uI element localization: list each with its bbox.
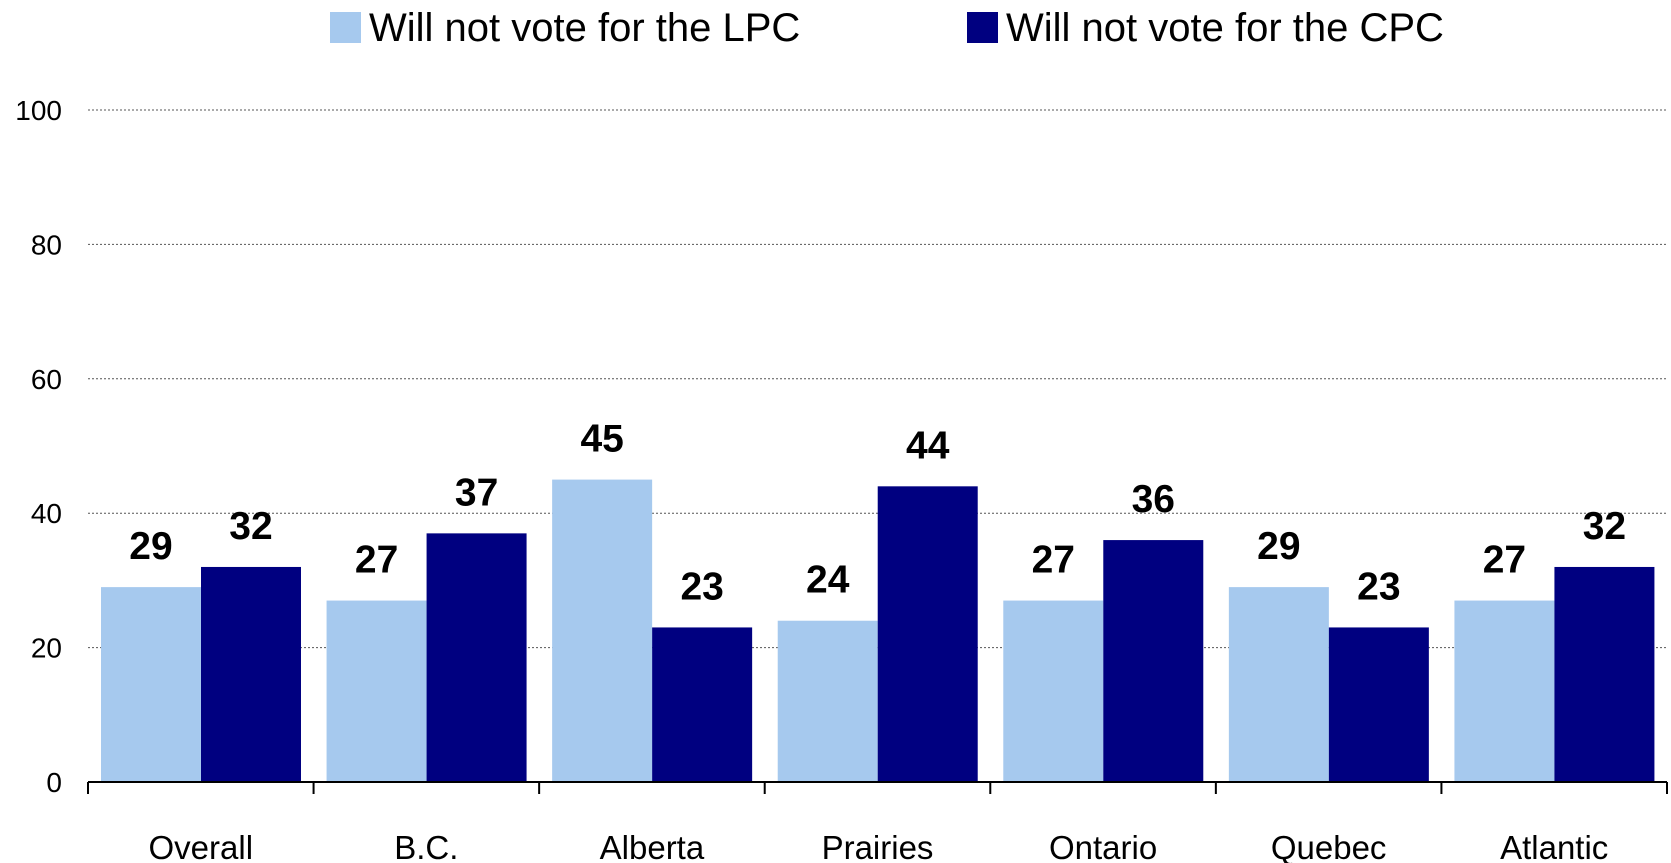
- gridlines: [88, 109, 1667, 649]
- category-label: Quebec: [1271, 829, 1387, 863]
- category-label: Atlantic: [1500, 829, 1608, 863]
- category-label: Overall: [149, 829, 254, 863]
- legend-item-lpc: Will not vote for the LPC: [330, 6, 800, 50]
- data-label: 23: [680, 565, 723, 608]
- bar: [101, 587, 201, 782]
- legend-swatch-cpc: [967, 12, 998, 43]
- y-axis-tick-labels: 0 20 40 60 80 100: [15, 95, 62, 798]
- bar: [326, 600, 427, 782]
- x-axis: [87, 781, 1668, 794]
- category-labels: Overall B.C. Alberta Prairies Ontario Quebec A…: [149, 829, 1609, 863]
- bar: [877, 486, 978, 782]
- data-label: 45: [580, 418, 623, 461]
- category-label: Alberta: [600, 829, 705, 863]
- bar: [1228, 587, 1329, 782]
- y-tick-label: 100: [15, 95, 62, 126]
- category-label: B.C.: [394, 829, 458, 863]
- bar: [1454, 600, 1555, 782]
- bar: [1003, 600, 1104, 782]
- data-label: 24: [806, 559, 850, 602]
- bar: [201, 566, 301, 782]
- data-label: 44: [906, 424, 950, 467]
- bar: [652, 627, 753, 782]
- legend-label-lpc: Will not vote for the LPC: [369, 6, 800, 50]
- bar: [1328, 627, 1429, 782]
- data-label: 29: [129, 525, 172, 568]
- data-label: 36: [1132, 478, 1175, 521]
- bars: [101, 479, 1655, 782]
- data-label: 29: [1257, 525, 1300, 568]
- data-label: 32: [229, 505, 272, 548]
- y-tick-label: 80: [31, 229, 62, 260]
- legend-item-cpc: Will not vote for the CPC: [967, 6, 1444, 50]
- legend: Will not vote for the LPC Will not vote …: [330, 6, 1444, 50]
- legend-label-cpc: Will not vote for the CPC: [1006, 6, 1444, 50]
- bar: [552, 479, 653, 782]
- bar: [1554, 566, 1655, 782]
- data-label: 27: [1032, 539, 1075, 582]
- data-label: 27: [355, 539, 398, 582]
- bar: [426, 533, 527, 782]
- bar: [777, 620, 878, 782]
- y-tick-label: 0: [46, 767, 62, 798]
- data-label: 23: [1357, 565, 1400, 608]
- category-label: Ontario: [1049, 829, 1157, 863]
- category-label: Prairies: [822, 829, 934, 863]
- data-labels: 29 32 27 37 45 23 24 44 27 36 29 23 27 32: [129, 418, 1626, 609]
- data-label: 37: [455, 471, 498, 514]
- bar: [1103, 540, 1204, 782]
- data-label: 32: [1583, 505, 1626, 548]
- y-tick-label: 40: [31, 498, 62, 529]
- data-label: 27: [1483, 539, 1526, 582]
- legend-swatch-lpc: [330, 12, 361, 43]
- y-tick-label: 20: [31, 633, 62, 664]
- y-tick-label: 60: [31, 364, 62, 395]
